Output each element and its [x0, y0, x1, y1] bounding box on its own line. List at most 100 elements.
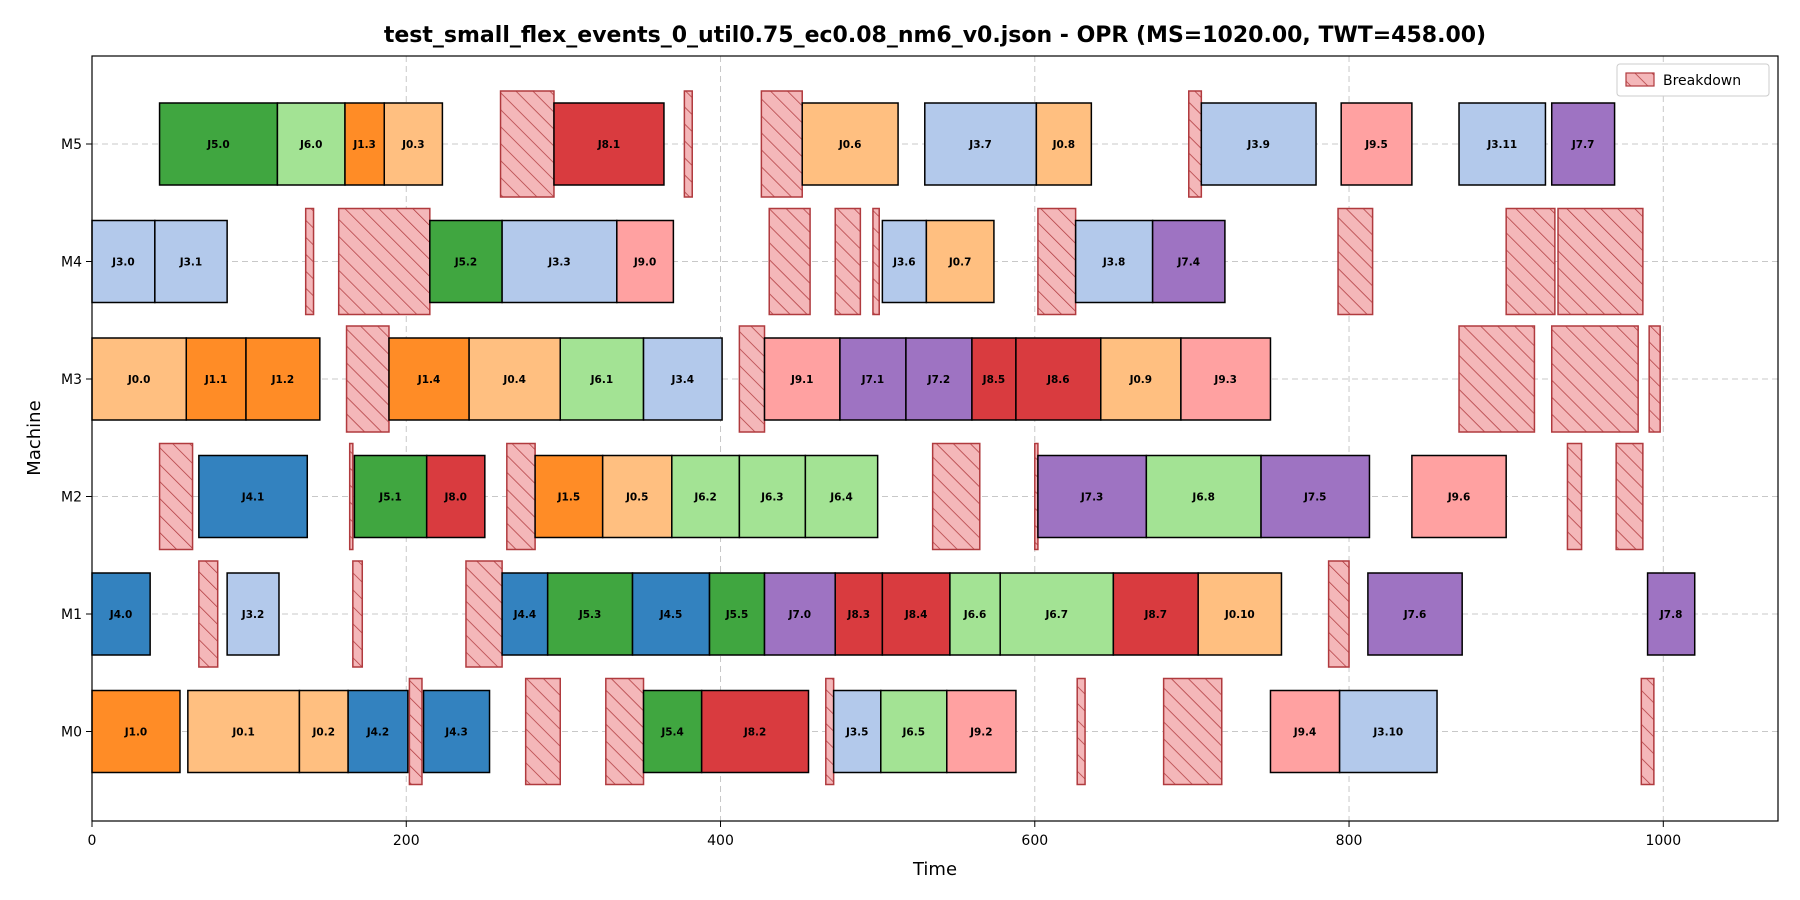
operation-rect: [425, 454, 486, 539]
operation-label: J8.7: [1144, 609, 1168, 621]
operation-bar-j7-3: J7.3: [1037, 454, 1148, 539]
operation-label: J3.1: [179, 257, 203, 269]
operation-label: J7.5: [1303, 492, 1327, 504]
operation-bar-j6-7: J6.7: [999, 572, 1115, 656]
operation-rect: [468, 337, 561, 421]
operation-bar-j0-7: J0.7: [925, 219, 995, 304]
legend-label-breakdown: Breakdown: [1663, 73, 1741, 89]
operation-bar-j6-8: J6.8: [1145, 454, 1262, 539]
operation-bar-j7-1: J7.1: [839, 337, 907, 421]
operation-bar-j3-4: J3.4: [642, 337, 723, 421]
operation-bar-j0-0: J0.0: [91, 337, 188, 421]
operation-label: J9.1: [790, 374, 814, 386]
operation-bar-j8-3: J8.3: [834, 572, 884, 656]
breakdown-bar: [605, 677, 645, 786]
operation-rect: [429, 219, 503, 304]
breakdown-bar: [931, 442, 981, 551]
operation-label: J3.10: [1372, 727, 1403, 739]
breakdown-bar: [1337, 207, 1374, 316]
y-axis-label: Machine: [24, 400, 45, 475]
operation-label: J3.7: [968, 139, 992, 151]
operation-bar-j8-5: J8.5: [971, 337, 1017, 421]
x-tick-label: 400: [707, 833, 734, 849]
operation-rect: [1411, 454, 1507, 539]
operation-bar-j5-2: J5.2: [429, 219, 503, 304]
breakdown-bar: [683, 90, 693, 198]
breakdown-bar: [408, 677, 423, 786]
operation-bar-j1-5: J1.5: [534, 454, 604, 539]
operation-label: J9.5: [1364, 139, 1388, 151]
operation-bar-j5-5: J5.5: [708, 572, 766, 656]
y-tick-label: M2: [61, 490, 82, 506]
operation-rect: [1367, 572, 1463, 656]
operation-bar-j9-5: J9.5: [1340, 102, 1413, 186]
operation-bar-j4-3: J4.3: [422, 689, 491, 774]
operation-label: J6.3: [760, 492, 784, 504]
operation-rect: [1260, 454, 1371, 539]
breakdown-bar: [872, 207, 880, 316]
operation-label: J3.8: [1102, 257, 1126, 269]
operation-bar-j6-0: J6.0: [276, 102, 346, 186]
operation-label: J3.6: [892, 257, 916, 269]
operation-rect: [226, 572, 280, 656]
breakdown-bar: [1648, 325, 1661, 433]
operation-rect: [999, 572, 1115, 656]
operation-label: J0.5: [625, 492, 649, 504]
operation-bar-j8-7: J8.7: [1112, 572, 1199, 656]
operation-bar-j3-5: J3.5: [832, 689, 882, 774]
operation-rect: [553, 102, 665, 186]
operation-rect: [187, 689, 301, 774]
operation-label: J6.0: [299, 139, 323, 151]
operation-label: J9.4: [1293, 727, 1317, 739]
y-tick-label: M3: [61, 372, 82, 388]
operation-bar-j3-8: J3.8: [1074, 219, 1154, 304]
operation-bar-j5-0: J5.0: [158, 102, 279, 186]
operation-bar-j5-3: J5.3: [546, 572, 634, 656]
operation-bar-j7-8: J7.8: [1646, 572, 1696, 656]
operation-label: J8.5: [982, 374, 1006, 386]
operation-label: J6.6: [963, 609, 987, 621]
operation-label: J1.3: [352, 139, 376, 151]
operation-label: J3.11: [1486, 139, 1517, 151]
operation-label: J8.1: [597, 139, 621, 151]
operation-bar-j7-4: J7.4: [1151, 219, 1226, 304]
operation-rect: [924, 102, 1038, 186]
operation-label: J9.0: [633, 257, 657, 269]
breakdown-bar: [1162, 677, 1223, 786]
breakdown-bar: [760, 90, 803, 198]
operation-rect: [559, 337, 645, 421]
operation-label: J3.5: [845, 727, 869, 739]
operation-label: J0.1: [231, 727, 255, 739]
operation-label: J4.0: [109, 609, 133, 621]
breakdown-bar: [337, 207, 431, 316]
operation-rect: [1145, 454, 1262, 539]
operation-bar-j4-1: J4.1: [198, 454, 309, 539]
operation-rect: [91, 689, 181, 774]
operation-rect: [708, 572, 766, 656]
operation-bar-j0-6: J0.6: [801, 102, 899, 186]
operation-label: J0.8: [1052, 139, 1076, 151]
operation-bar-j8-4: J8.4: [881, 572, 951, 656]
operation-rect: [700, 689, 810, 774]
x-tick-label: 800: [1336, 833, 1363, 849]
operation-rect: [422, 689, 491, 774]
operation-rect: [1197, 572, 1283, 656]
breakdown-bar: [1076, 677, 1086, 786]
operation-label: J7.7: [1571, 139, 1595, 151]
operation-bar-j5-4: J5.4: [642, 689, 703, 774]
operation-label: J9.6: [1447, 492, 1471, 504]
operation-label: J3.4: [671, 374, 695, 386]
breakdown-bar: [1615, 442, 1644, 551]
operation-label: J6.4: [829, 492, 853, 504]
operation-label: J7.1: [861, 374, 885, 386]
breakdown-bar: [1458, 325, 1536, 433]
legend: Breakdown: [1616, 63, 1770, 97]
operation-bar-j9-6: J9.6: [1411, 454, 1507, 539]
operation-bar-j1-4: J1.4: [388, 337, 470, 421]
operation-bar-j7-6: J7.6: [1367, 572, 1463, 656]
operation-label: J9.2: [969, 727, 993, 739]
operation-rect: [880, 689, 948, 774]
operation-rect: [905, 337, 973, 421]
operation-label: J3.9: [1246, 139, 1270, 151]
operation-rect: [1269, 689, 1341, 774]
